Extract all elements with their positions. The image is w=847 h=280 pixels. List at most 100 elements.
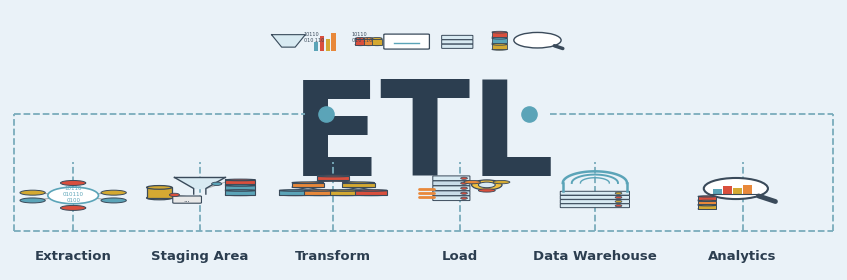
Circle shape bbox=[479, 182, 495, 188]
Ellipse shape bbox=[147, 196, 172, 200]
Ellipse shape bbox=[292, 182, 324, 183]
Ellipse shape bbox=[698, 205, 717, 206]
Ellipse shape bbox=[492, 36, 507, 38]
Ellipse shape bbox=[225, 184, 256, 185]
FancyBboxPatch shape bbox=[734, 188, 742, 193]
Ellipse shape bbox=[698, 200, 717, 202]
FancyBboxPatch shape bbox=[280, 190, 311, 195]
Ellipse shape bbox=[492, 42, 507, 44]
Ellipse shape bbox=[492, 43, 507, 45]
Ellipse shape bbox=[225, 190, 256, 191]
Ellipse shape bbox=[493, 181, 510, 184]
Ellipse shape bbox=[342, 182, 374, 183]
Ellipse shape bbox=[329, 194, 362, 196]
Ellipse shape bbox=[355, 44, 365, 46]
Ellipse shape bbox=[280, 190, 311, 191]
Text: ETL: ETL bbox=[291, 76, 556, 204]
Ellipse shape bbox=[698, 204, 717, 205]
FancyBboxPatch shape bbox=[433, 176, 470, 181]
FancyBboxPatch shape bbox=[441, 44, 473, 48]
Circle shape bbox=[514, 32, 561, 48]
FancyBboxPatch shape bbox=[723, 186, 732, 193]
Ellipse shape bbox=[363, 44, 374, 46]
FancyBboxPatch shape bbox=[433, 181, 470, 186]
Ellipse shape bbox=[317, 175, 349, 177]
Ellipse shape bbox=[372, 38, 382, 39]
Circle shape bbox=[615, 196, 622, 199]
Point bbox=[319, 111, 333, 116]
FancyBboxPatch shape bbox=[329, 190, 362, 195]
Ellipse shape bbox=[147, 186, 172, 189]
Polygon shape bbox=[272, 35, 305, 47]
Ellipse shape bbox=[60, 181, 86, 185]
FancyBboxPatch shape bbox=[325, 39, 329, 51]
FancyBboxPatch shape bbox=[225, 190, 256, 195]
FancyBboxPatch shape bbox=[292, 183, 324, 187]
FancyBboxPatch shape bbox=[342, 183, 374, 187]
Ellipse shape bbox=[698, 199, 717, 201]
Circle shape bbox=[169, 193, 180, 197]
Ellipse shape bbox=[225, 194, 256, 196]
Ellipse shape bbox=[280, 194, 311, 196]
Ellipse shape bbox=[355, 190, 387, 191]
FancyBboxPatch shape bbox=[363, 39, 374, 45]
Circle shape bbox=[615, 205, 622, 207]
FancyBboxPatch shape bbox=[433, 196, 470, 200]
FancyBboxPatch shape bbox=[313, 42, 318, 51]
Circle shape bbox=[461, 197, 468, 199]
FancyBboxPatch shape bbox=[173, 196, 202, 203]
Ellipse shape bbox=[304, 190, 336, 191]
Circle shape bbox=[704, 178, 768, 199]
FancyBboxPatch shape bbox=[433, 186, 470, 191]
Point bbox=[523, 111, 536, 116]
FancyBboxPatch shape bbox=[304, 190, 336, 195]
Circle shape bbox=[212, 182, 222, 185]
Ellipse shape bbox=[698, 208, 717, 209]
Circle shape bbox=[615, 192, 622, 194]
Ellipse shape bbox=[101, 190, 126, 195]
Text: 10110
010 110: 10110 010 110 bbox=[303, 32, 324, 43]
FancyBboxPatch shape bbox=[319, 36, 324, 51]
Ellipse shape bbox=[329, 190, 362, 191]
Text: 10110
010110
0100: 10110 010110 0100 bbox=[63, 186, 84, 203]
FancyBboxPatch shape bbox=[372, 39, 382, 45]
FancyBboxPatch shape bbox=[492, 32, 507, 37]
Text: ...: ... bbox=[184, 197, 191, 203]
FancyBboxPatch shape bbox=[560, 195, 629, 199]
Ellipse shape bbox=[355, 194, 387, 196]
Circle shape bbox=[461, 177, 468, 179]
Ellipse shape bbox=[292, 186, 324, 188]
FancyBboxPatch shape bbox=[317, 176, 349, 181]
FancyBboxPatch shape bbox=[492, 38, 507, 43]
Ellipse shape bbox=[698, 196, 717, 197]
FancyBboxPatch shape bbox=[331, 33, 335, 51]
Circle shape bbox=[461, 192, 468, 194]
FancyBboxPatch shape bbox=[147, 187, 172, 198]
Ellipse shape bbox=[492, 31, 507, 33]
FancyBboxPatch shape bbox=[441, 35, 473, 39]
FancyBboxPatch shape bbox=[560, 191, 629, 195]
FancyBboxPatch shape bbox=[384, 34, 429, 49]
FancyBboxPatch shape bbox=[441, 40, 473, 44]
FancyBboxPatch shape bbox=[560, 200, 629, 204]
FancyBboxPatch shape bbox=[492, 44, 507, 49]
Text: Load: Load bbox=[441, 250, 478, 263]
Ellipse shape bbox=[492, 48, 507, 50]
Circle shape bbox=[47, 187, 98, 204]
FancyBboxPatch shape bbox=[433, 191, 470, 196]
Ellipse shape bbox=[372, 44, 382, 46]
Ellipse shape bbox=[20, 198, 45, 203]
Ellipse shape bbox=[225, 185, 256, 186]
Text: Extraction: Extraction bbox=[35, 250, 112, 263]
FancyBboxPatch shape bbox=[355, 39, 365, 45]
FancyBboxPatch shape bbox=[225, 180, 256, 184]
Text: Transform: Transform bbox=[295, 250, 371, 263]
FancyBboxPatch shape bbox=[698, 201, 717, 204]
Text: Analytics: Analytics bbox=[708, 250, 777, 263]
FancyBboxPatch shape bbox=[225, 185, 256, 190]
Text: Data Warehouse: Data Warehouse bbox=[533, 250, 656, 263]
Ellipse shape bbox=[355, 38, 365, 39]
FancyBboxPatch shape bbox=[713, 189, 722, 193]
FancyBboxPatch shape bbox=[698, 196, 717, 200]
FancyBboxPatch shape bbox=[355, 190, 387, 195]
